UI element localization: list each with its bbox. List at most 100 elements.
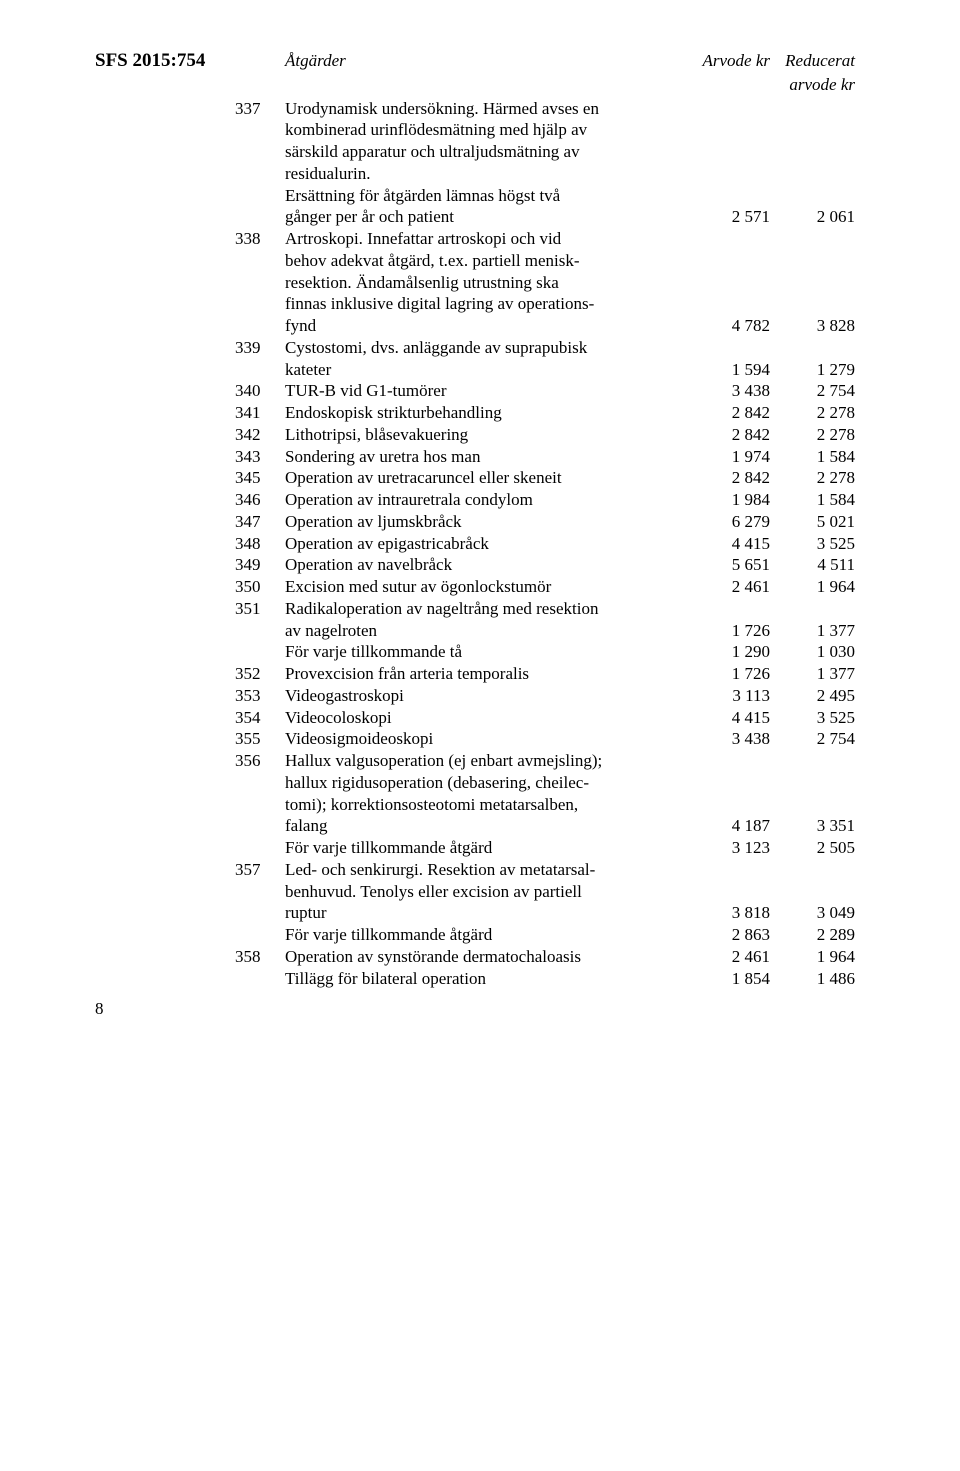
row-description: Operation av ljumskbråck <box>285 511 685 533</box>
row-amount-reducerat: 3 525 <box>770 533 855 555</box>
row-amount-reducerat <box>770 750 855 772</box>
row-amount-reducerat <box>770 881 855 903</box>
table-row: särskild apparatur och ultraljudsmätning… <box>235 141 855 163</box>
row-code: 339 <box>235 337 285 359</box>
row-code <box>235 881 285 903</box>
table-row: kateter1 5941 279 <box>235 359 855 381</box>
row-description: Cystostomi, dvs. anläggande av suprapubi… <box>285 337 685 359</box>
table-row: 338Artroskopi. Innefattar artroskopi och… <box>235 228 855 250</box>
table-row: För varje tillkommande åtgärd2 8632 289 <box>235 924 855 946</box>
row-code <box>235 772 285 794</box>
row-description: Operation av epigastricabråck <box>285 533 685 555</box>
row-amount-arvode <box>685 794 770 816</box>
row-amount-arvode <box>685 598 770 620</box>
row-description: För varje tillkommande åtgärd <box>285 837 685 859</box>
row-amount-reducerat: 2 278 <box>770 467 855 489</box>
row-code: 355 <box>235 728 285 750</box>
row-amount-reducerat: 2 278 <box>770 424 855 446</box>
row-amount-arvode <box>685 119 770 141</box>
row-amount-reducerat <box>770 772 855 794</box>
row-amount-arvode: 2 842 <box>685 467 770 489</box>
row-amount-arvode <box>685 772 770 794</box>
row-code: 350 <box>235 576 285 598</box>
row-amount-arvode <box>685 250 770 272</box>
row-amount-reducerat: 4 511 <box>770 554 855 576</box>
table-row: 351Radikaloperation av nageltrång med re… <box>235 598 855 620</box>
table-row: hallux rigidusoperation (debasering, che… <box>235 772 855 794</box>
row-amount-reducerat: 3 828 <box>770 315 855 337</box>
table-row: 342Lithotripsi, blåsevakuering2 8422 278 <box>235 424 855 446</box>
row-amount-arvode: 1 854 <box>685 968 770 990</box>
table-row: 340TUR-B vid G1-tumörer3 4382 754 <box>235 380 855 402</box>
row-description: Artroskopi. Innefattar artroskopi och vi… <box>285 228 685 250</box>
row-code <box>235 185 285 207</box>
row-code: 346 <box>235 489 285 511</box>
page-number: 8 <box>95 999 104 1019</box>
table-row: resektion. Ändamålsenlig utrustning ska <box>235 272 855 294</box>
row-amount-reducerat: 1 377 <box>770 620 855 642</box>
table-row: 346Operation av intrauretrala condylom 1 … <box>235 489 855 511</box>
row-amount-reducerat: 2 061 <box>770 206 855 228</box>
table-row: kombinerad urinflödesmätning med hjälp a… <box>235 119 855 141</box>
table-row: Ersättning för åtgärden lämnas högst två <box>235 185 855 207</box>
table-header-row: Åtgärder Arvode kr Reducerat <box>235 50 855 74</box>
row-code: 351 <box>235 598 285 620</box>
row-code <box>235 359 285 381</box>
row-amount-arvode: 2 842 <box>685 424 770 446</box>
row-description: behov adekvat åtgärd, t.ex. partiell men… <box>285 250 685 272</box>
row-amount-reducerat: 1 964 <box>770 946 855 968</box>
row-code: 337 <box>235 98 285 120</box>
table-row: ruptur3 8183 049 <box>235 902 855 924</box>
row-description: Endoskopisk strikturbehandling <box>285 402 685 424</box>
row-description: Operation av intrauretrala condylom <box>285 489 685 511</box>
row-amount-reducerat: 2 278 <box>770 402 855 424</box>
row-code <box>235 902 285 924</box>
row-amount-arvode: 3 113 <box>685 685 770 707</box>
row-description: Ersättning för åtgärden lämnas högst två <box>285 185 685 207</box>
row-description: TUR-B vid G1-tumörer <box>285 380 685 402</box>
row-amount-arvode <box>685 750 770 772</box>
row-amount-reducerat <box>770 228 855 250</box>
row-amount-reducerat: 2 754 <box>770 380 855 402</box>
row-amount-reducerat <box>770 141 855 163</box>
table-row: 352Provexcision från arteria temporalis 1… <box>235 663 855 685</box>
row-description: residualurin. <box>285 163 685 185</box>
tariff-table: Åtgärder Arvode kr Reducerat arvode kr 3… <box>235 50 855 989</box>
row-code <box>235 794 285 816</box>
row-description: Provexcision från arteria temporalis <box>285 663 685 685</box>
table-row: falang4 1873 351 <box>235 815 855 837</box>
row-description: Operation av synstörande dermatochaloasi… <box>285 946 685 968</box>
row-amount-reducerat <box>770 163 855 185</box>
row-amount-arvode: 2 571 <box>685 206 770 228</box>
row-amount-reducerat <box>770 272 855 294</box>
row-code <box>235 641 285 663</box>
row-description: Lithotripsi, blåsevakuering <box>285 424 685 446</box>
row-amount-reducerat <box>770 598 855 620</box>
row-amount-arvode: 6 279 <box>685 511 770 533</box>
table-row: 339Cystostomi, dvs. anläggande av suprap… <box>235 337 855 359</box>
row-description: ruptur <box>285 902 685 924</box>
row-amount-reducerat: 1 486 <box>770 968 855 990</box>
row-code: 354 <box>235 707 285 729</box>
row-amount-reducerat: 2 754 <box>770 728 855 750</box>
row-amount-arvode <box>685 163 770 185</box>
row-code: 353 <box>235 685 285 707</box>
row-amount-reducerat: 1 584 <box>770 489 855 511</box>
row-amount-arvode: 4 415 <box>685 707 770 729</box>
row-code: 345 <box>235 467 285 489</box>
row-amount-reducerat: 3 351 <box>770 815 855 837</box>
row-description: Operation av navelbråck <box>285 554 685 576</box>
row-code <box>235 293 285 315</box>
sfs-number: SFS 2015:754 <box>95 50 205 72</box>
row-code <box>235 815 285 837</box>
row-description: Videogastroskopi <box>285 685 685 707</box>
row-code <box>235 315 285 337</box>
row-amount-reducerat: 1 377 <box>770 663 855 685</box>
header-arvode: Arvode kr <box>685 50 770 74</box>
table-row: residualurin. <box>235 163 855 185</box>
row-description: finnas inklusive digital lagring av oper… <box>285 293 685 315</box>
row-code <box>235 141 285 163</box>
row-code: 352 <box>235 663 285 685</box>
table-row: 350Excision med sutur av ögonlockstumör2… <box>235 576 855 598</box>
row-description: Videocoloskopi <box>285 707 685 729</box>
